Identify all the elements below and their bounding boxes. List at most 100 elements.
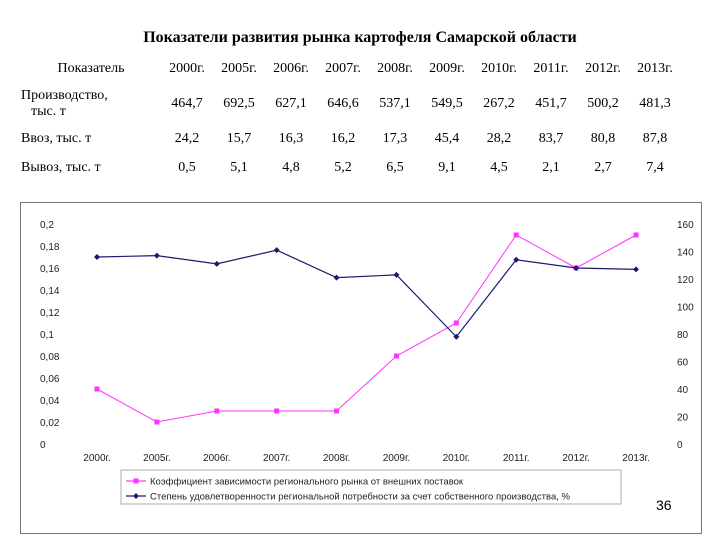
- x-axis-tick-label: 2009г.: [383, 453, 410, 464]
- right-axis-tick-label: 100: [677, 303, 694, 314]
- table-header-year: 2013г.: [637, 61, 673, 76]
- table-row: Производство, тыс. т 464,7 692,5 627,1 6…: [21, 84, 681, 124]
- indicators-table: Показатель 2000г. 2005г. 2006г. 2007г. 2…: [21, 54, 681, 182]
- legend-label-2: Степень удовлетворенности региональной п…: [150, 492, 571, 503]
- series-2-point: [273, 247, 280, 254]
- x-axis-tick-label: 2013г.: [622, 453, 649, 464]
- x-axis-tick-label: 2012г.: [562, 453, 589, 464]
- chart-frame: [20, 202, 702, 534]
- legend-marker-2: [133, 493, 139, 499]
- left-axis-tick-label: 0,04: [40, 396, 60, 407]
- row-label: Ввоз, тыс. т: [21, 130, 92, 146]
- table-cell: 17,3: [382, 130, 408, 146]
- row-label: Производство, тыс. т: [21, 84, 161, 124]
- table-header-year: 2011г.: [533, 61, 569, 76]
- left-axis-tick-label: 0,06: [40, 374, 60, 385]
- left-axis-tick-label: 0,12: [40, 308, 60, 319]
- table-cell: 7,4: [646, 159, 664, 175]
- page-number: 36: [656, 497, 672, 513]
- table-header-row: Показатель 2000г. 2005г. 2006г. 2007г. 2…: [21, 54, 681, 84]
- table-cell: 0,5: [178, 159, 196, 175]
- x-axis-tick-label: 2010г.: [443, 453, 470, 464]
- row-label: Вывоз, тыс. т: [21, 159, 101, 175]
- right-axis-tick-label: 120: [677, 275, 694, 286]
- series-line-2: [96, 249, 637, 338]
- left-axis-tick-label: 0: [40, 440, 46, 451]
- series-1-point: [154, 419, 160, 425]
- right-axis-tick-label: 40: [677, 385, 689, 396]
- table-cell: 646,6: [327, 96, 359, 111]
- x-axis-tick-label: 2011г.: [503, 453, 530, 464]
- table-cell: 2,1: [542, 159, 560, 175]
- x-axis-tick-label: 2006г.: [203, 453, 230, 464]
- table-cell: 80,8: [590, 130, 616, 146]
- left-axis-tick-label: 0,08: [40, 352, 60, 363]
- left-axis-tick-label: 0,14: [40, 286, 60, 297]
- right-axis-tick-label: 140: [677, 248, 694, 259]
- series-2-point: [94, 254, 100, 260]
- table-header-year: 2009г.: [429, 61, 465, 76]
- page-title: Показатели развития рынка картофеля Сама…: [143, 29, 577, 46]
- table-cell: 5,2: [334, 159, 352, 175]
- table-cell: 692,5: [223, 96, 255, 111]
- right-axis-tick-label: 0: [677, 440, 683, 451]
- series-2-point: [513, 256, 520, 263]
- table-cell: 2,7: [594, 159, 612, 175]
- table-header-year: 2005г.: [221, 61, 257, 76]
- x-axis-tick-label: 2008г.: [323, 453, 350, 464]
- table-cell: 6,5: [386, 159, 404, 175]
- right-axis-tick-label: 60: [677, 358, 689, 369]
- table-cell: 537,1: [379, 96, 411, 111]
- table-cell: 15,7: [226, 130, 252, 146]
- table-header-year: 2000г.: [169, 61, 205, 76]
- series-1-point: [633, 232, 639, 238]
- right-axis-tick-label: 80: [677, 330, 689, 341]
- series-2-point: [453, 333, 460, 340]
- table-cell: 83,7: [538, 130, 564, 146]
- table-cell: 16,3: [278, 130, 304, 146]
- series-2-point: [573, 265, 580, 271]
- series-2-point: [213, 260, 220, 267]
- series-2-point: [153, 252, 160, 259]
- table-header-label: Показатель: [57, 61, 125, 76]
- table-cell: 267,2: [483, 96, 515, 111]
- left-axis-tick-label: 0,16: [40, 264, 60, 275]
- table-cell: 87,8: [642, 130, 668, 146]
- x-axis-tick-label: 2000г.: [83, 453, 110, 464]
- table-cell: 4,8: [282, 159, 300, 175]
- series-1-point: [274, 408, 280, 414]
- row-label-line2: тыс. т: [31, 104, 66, 119]
- table-cell: 627,1: [275, 96, 307, 111]
- table-header-year: 2006г.: [273, 61, 309, 76]
- table-cell: 481,3: [639, 96, 671, 111]
- series-1-point: [513, 232, 519, 238]
- table-row: Ввоз, тыс. т 24,2 15,7 16,3 16,2 17,3 45…: [21, 124, 681, 153]
- table-cell: 28,2: [486, 130, 512, 146]
- legend-marker-1: [133, 478, 139, 484]
- table-row: Вывоз, тыс. т 0,5 5,1 4,8 5,2 6,5 9,1 4,…: [21, 153, 681, 182]
- series-1-point: [94, 386, 100, 392]
- series-line-1: [96, 234, 637, 423]
- table-cell: 549,5: [431, 96, 463, 111]
- table-cell: 9,1: [438, 159, 456, 175]
- left-axis-tick-label: 0,18: [40, 242, 60, 253]
- table-cell: 464,7: [171, 96, 203, 111]
- table-cell: 4,5: [490, 159, 508, 175]
- table-header-year: 2007г.: [325, 61, 361, 76]
- table-header-year: 2010г.: [481, 61, 517, 76]
- legend-box: [120, 469, 622, 505]
- legend-label-1: Коэффициент зависимости регионального ры…: [150, 477, 464, 488]
- right-axis-tick-label: 20: [677, 413, 689, 424]
- series-2-point: [393, 271, 400, 278]
- table-header-year: 2012г.: [585, 61, 621, 76]
- series-1-point: [453, 320, 459, 326]
- series-1-point: [393, 353, 399, 359]
- x-axis-tick-label: 2007г.: [263, 453, 290, 464]
- table-cell: 16,2: [330, 130, 356, 146]
- series-1-point: [334, 408, 340, 414]
- right-axis-tick-label: 160: [677, 220, 694, 231]
- table-header-year: 2008г.: [377, 61, 413, 76]
- series-2-point: [333, 274, 340, 281]
- row-label-line1: Производство,: [21, 88, 108, 103]
